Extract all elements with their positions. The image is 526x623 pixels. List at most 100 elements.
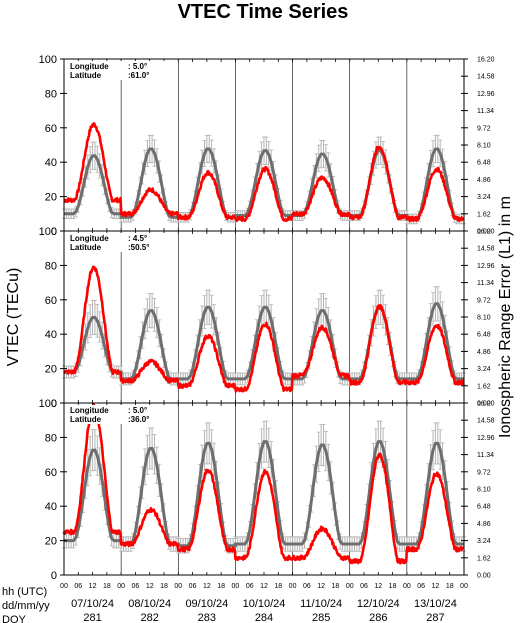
doy-label: 281 <box>83 612 101 623</box>
hour-tick-label: 18 <box>446 583 454 590</box>
y-tick-label: 60 <box>45 467 57 479</box>
doy-label: 282 <box>141 612 159 623</box>
y-tick-label: 100 <box>39 226 57 238</box>
y-tick-label: 20 <box>45 192 57 204</box>
y2-tick-label: 16.20 <box>477 229 495 236</box>
y2-tick-label: 8.10 <box>477 487 491 494</box>
hour-tick-label: 00 <box>174 583 182 590</box>
y2-tick-label: 9.72 <box>477 125 491 132</box>
y-tick-label: 60 <box>45 123 57 135</box>
hour-tick-label: 00 <box>460 583 468 590</box>
row-label: DOY <box>2 614 27 623</box>
date-label: 10/10/24 <box>243 598 286 610</box>
y2-tick-label: 4.86 <box>477 349 491 356</box>
y2-tick-label: 0.00 <box>477 229 491 236</box>
location-box <box>68 61 170 80</box>
y2-tick-label: 14.58 <box>477 74 495 81</box>
hour-tick-label: 06 <box>74 583 82 590</box>
x-axis-labels: 00 06 12 18 00 06 12 18 00 06 12 18 00 06 12 18 00 06 12 18… <box>2 583 468 623</box>
y-tick-label: 80 <box>45 432 57 444</box>
row-label: hh (UTC) <box>2 586 47 598</box>
y2-tick-label: 1.62 <box>477 211 491 218</box>
hour-tick-label: 00 <box>117 583 125 590</box>
y2-tick-label: 6.48 <box>477 160 491 167</box>
hour-tick-label: 18 <box>103 583 111 590</box>
hour-tick-label: 12 <box>374 583 382 590</box>
longitude-value: : 5.0° <box>128 62 147 71</box>
y-tick-label: 40 <box>45 157 57 169</box>
panels: 0 20 40 60 80 100 0.00 1.62 3.24 4.86 6.48 8.10 9.72… <box>39 54 495 582</box>
hour-tick-label: 12 <box>432 583 440 590</box>
latitude-label: Latitude <box>70 243 102 252</box>
hour-tick-label: 00 <box>403 583 411 590</box>
hour-tick-label: 12 <box>317 583 325 590</box>
y2-tick-label: 1.62 <box>477 383 491 390</box>
location-box <box>68 405 170 424</box>
y2-tick-label: 12.96 <box>477 263 495 270</box>
hour-tick-label: 18 <box>274 583 282 590</box>
hour-tick-label: 06 <box>132 583 140 590</box>
observed-vtec-line <box>63 265 465 393</box>
hour-tick-label: 00 <box>289 583 297 590</box>
y-tick-label: 80 <box>45 260 57 272</box>
y2-tick-label: 4.86 <box>477 521 491 528</box>
hour-tick-label: 12 <box>89 583 97 590</box>
latitude-label: Latitude <box>70 71 102 80</box>
hour-tick-label: 18 <box>389 583 397 590</box>
y-tick-label: 40 <box>45 501 57 513</box>
y2-tick-label: 6.48 <box>477 504 491 511</box>
y2-tick-label: 11.34 <box>477 452 494 459</box>
y2-tick-label: 6.48 <box>477 332 491 339</box>
y-tick-label: 0 <box>51 398 57 410</box>
y2-tick-label: 1.62 <box>477 555 491 562</box>
y2-tick-label: 4.86 <box>477 177 491 184</box>
doy-label: 283 <box>198 612 216 623</box>
y2-tick-label: 3.24 <box>477 538 491 545</box>
date-label: 09/10/24 <box>185 598 228 610</box>
hour-tick-label: 12 <box>203 583 211 590</box>
y2-tick-label: 0.00 <box>477 573 491 580</box>
panel-3: 0 20 40 60 80 100 0.00 1.62 3.24 4.86 6.48 8.10 9.72… <box>39 398 495 582</box>
doy-label: 285 <box>312 612 330 623</box>
longitude-label: Longitude <box>70 62 109 71</box>
hour-tick-label: 18 <box>217 583 225 590</box>
y2-tick-label: 12.96 <box>477 91 495 98</box>
y2-tick-label: 3.24 <box>477 366 491 373</box>
y2-tick-label: 8.10 <box>477 315 491 322</box>
y2-tick-label: 16.20 <box>477 401 495 408</box>
y2-tick-label: 8.10 <box>477 143 491 150</box>
date-label: 12/10/24 <box>357 598 400 610</box>
date-label: 13/10/24 <box>414 598 457 610</box>
y2-tick-label: 9.72 <box>477 297 491 304</box>
doy-label: 287 <box>426 612 444 623</box>
hour-tick-label: 00 <box>346 583 354 590</box>
y-tick-label: 0 <box>51 226 57 238</box>
hour-tick-label: 06 <box>417 583 425 590</box>
date-label: 08/10/24 <box>128 598 171 610</box>
hour-tick-label: 06 <box>303 583 311 590</box>
hour-tick-label: 06 <box>246 583 254 590</box>
reference-mean-line <box>64 147 464 221</box>
longitude-value: : 5.0° <box>128 406 147 415</box>
latitude-value: :61.0° <box>128 71 149 80</box>
longitude-value: : 4.5° <box>128 234 147 243</box>
y-tick-label: 40 <box>45 329 57 341</box>
y2-tick-label: 11.34 <box>477 108 494 115</box>
y2-tick-label: 14.58 <box>477 246 495 253</box>
panel-1: 0 20 40 60 80 100 0.00 1.62 3.24 4.86 6.48 8.10 9.72… <box>39 54 495 238</box>
observed-vtec-line <box>62 403 465 565</box>
y-tick-label: 100 <box>39 398 57 410</box>
y2-tick-label: 11.34 <box>477 280 494 287</box>
date-label: 07/10/24 <box>71 598 114 610</box>
longitude-label: Longitude <box>70 234 109 243</box>
hour-tick-label: 06 <box>189 583 197 590</box>
doy-label: 286 <box>369 612 387 623</box>
latitude-value: :36.0° <box>128 415 149 424</box>
y-tick-label: 60 <box>45 295 57 307</box>
row-label: dd/mm/yy <box>2 600 50 612</box>
chart-title: VTEC Time Series <box>178 1 349 23</box>
y2-tick-label: 16.20 <box>477 57 495 64</box>
location-box <box>68 233 170 252</box>
y2-axis-label: Ionospheric Range Error (L1) in m <box>497 196 514 438</box>
y-tick-label: 20 <box>45 536 57 548</box>
